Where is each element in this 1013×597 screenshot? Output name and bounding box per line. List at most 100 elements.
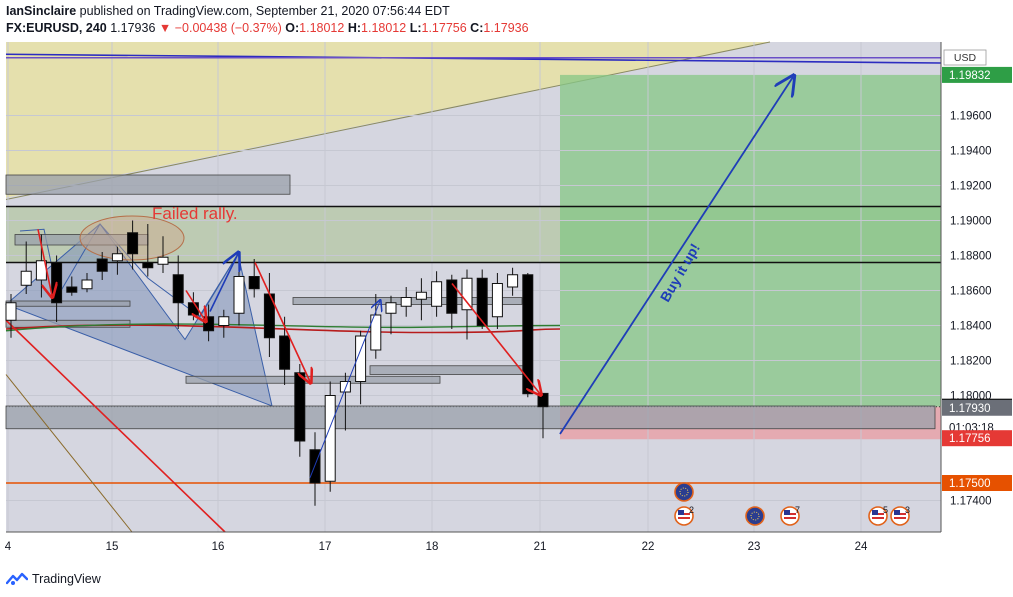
candle[interactable] [370, 314, 382, 351]
price-tick-label: 1.18400 [950, 321, 992, 333]
time-tick-label: 21 [534, 541, 547, 553]
red-arrow [37, 229, 52, 296]
close-value: 1.17936 [483, 21, 529, 35]
candle[interactable] [96, 258, 108, 272]
price-tick-label: 1.19400 [950, 146, 992, 158]
candle[interactable] [431, 281, 443, 307]
tradingview-logo-icon [6, 572, 28, 585]
candle[interactable] [279, 335, 291, 370]
candle[interactable] [400, 297, 412, 307]
eu-flag-icon[interactable] [745, 506, 765, 526]
blue-arrow-thin [309, 301, 380, 478]
price-axis[interactable] [941, 42, 1013, 534]
candle[interactable] [81, 279, 93, 290]
time-tick-label: 4 [5, 541, 12, 553]
zone-rectangle[interactable] [369, 365, 524, 375]
author-name[interactable]: IanSinclaire [6, 4, 77, 18]
open-label: O: [285, 21, 300, 35]
us-flag-stripe [872, 517, 884, 519]
price-tick-label: 1.18200 [950, 356, 992, 368]
candle[interactable] [157, 256, 169, 265]
trendline-blue-top [5, 53, 942, 64]
target-zone [560, 74, 941, 407]
candle[interactable] [20, 270, 32, 286]
candle[interactable] [172, 274, 184, 304]
red-arrow [185, 290, 205, 321]
candle[interactable] [294, 372, 306, 442]
zone-rectangle[interactable] [185, 375, 441, 384]
eu-flag-icon[interactable] [674, 482, 694, 502]
price-tag-label: 1.19832 [949, 70, 991, 82]
time-tick-label: 18 [426, 541, 439, 553]
candle[interactable] [507, 274, 519, 288]
candle[interactable] [111, 253, 123, 262]
candle[interactable] [66, 286, 78, 293]
candle[interactable] [355, 335, 367, 382]
candle[interactable] [491, 283, 503, 318]
time-tick-label: 17 [319, 541, 332, 553]
eu-stars [679, 487, 689, 497]
publish-text: published on TradingView.com, September … [76, 4, 450, 18]
last-price: 1.17936 [110, 21, 156, 35]
time-tick-label: 15 [106, 541, 119, 553]
candle[interactable] [248, 276, 260, 290]
open-value: 1.18012 [299, 21, 345, 35]
us-flag-stripe [784, 517, 796, 519]
candle[interactable] [324, 395, 336, 482]
us-flag-stripe [678, 517, 690, 519]
candle[interactable] [415, 291, 427, 300]
price-tag [942, 66, 1012, 83]
close-label: C: [470, 21, 484, 35]
high-label: H: [347, 21, 362, 35]
candle[interactable] [537, 392, 549, 408]
price-tag [942, 430, 1012, 447]
event-count: 7 [795, 505, 800, 515]
zone-rectangle[interactable] [5, 405, 936, 430]
us-flag-canton [784, 510, 790, 515]
candle[interactable] [476, 277, 488, 326]
zone-rectangle[interactable] [5, 174, 291, 195]
us-flag-stripe [894, 517, 906, 519]
price-tick-label: 1.19200 [950, 181, 992, 193]
event-count: 3 [905, 505, 910, 515]
price-tick-label: 1.18600 [950, 286, 992, 298]
trendline-red-down [5, 319, 226, 533]
zone-rectangle[interactable] [5, 300, 131, 307]
event-count: 5 [883, 505, 888, 515]
price-tag [942, 475, 1012, 491]
time-tick-label: 16 [212, 541, 225, 553]
price-tick-label: 1.17400 [950, 496, 992, 508]
symbol-label[interactable]: FX:EURUSD, 240 [6, 21, 107, 35]
low-label: L: [409, 21, 422, 35]
currency-box[interactable] [943, 49, 987, 66]
publish-info: IanSinclaire published on TradingView.co… [6, 4, 450, 18]
candle[interactable] [385, 302, 397, 314]
tradingview-brand[interactable]: TradingView [32, 572, 101, 586]
chart-header: IanSinclaire published on TradingView.co… [0, 0, 1013, 42]
red-arrow [451, 283, 540, 394]
time-tick-label: 24 [855, 541, 868, 553]
candle[interactable] [142, 262, 154, 269]
candle[interactable] [5, 302, 17, 321]
candle[interactable] [461, 277, 473, 311]
price-change: ▼ −0.00438 (−0.37%) [158, 21, 282, 35]
trendline-brown [5, 374, 133, 533]
candle[interactable] [339, 381, 351, 393]
candle[interactable] [522, 274, 534, 395]
price-tick-label: 1.18800 [950, 251, 992, 263]
currency-label: USD [954, 52, 977, 64]
candle[interactable] [127, 232, 139, 255]
us-flag-canton [894, 510, 900, 515]
price-tag-label: 1.17500 [949, 478, 991, 490]
candle[interactable] [203, 316, 215, 332]
price-tag [942, 399, 1012, 416]
candle[interactable] [51, 262, 63, 304]
candle[interactable] [218, 316, 230, 326]
price-tag-label: 1.17756 [949, 433, 991, 445]
wedge-line [5, 41, 771, 200]
time-tick-label: 22 [642, 541, 655, 553]
candle[interactable] [233, 276, 245, 314]
price-tag-label: 1.17930 [949, 403, 991, 415]
candle[interactable] [446, 279, 458, 314]
